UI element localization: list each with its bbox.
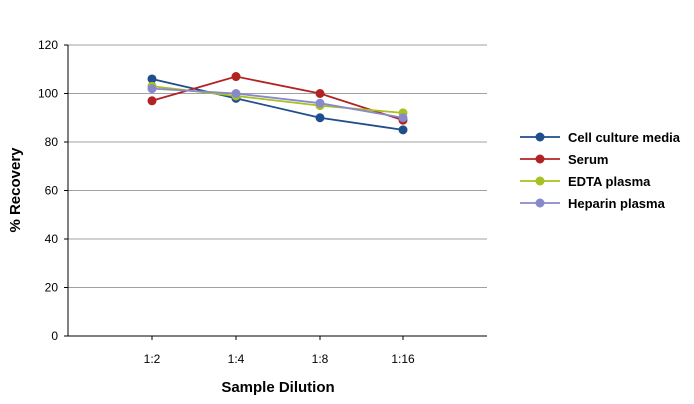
y-tick-labels: 0 20 40 60 80 100 120 <box>38 38 58 343</box>
y-tick-label: 80 <box>45 135 59 149</box>
legend-swatch-marker <box>535 132 545 142</box>
series-line <box>151 75 404 122</box>
y-tick-label: 100 <box>38 87 58 101</box>
data-point <box>147 74 157 84</box>
legend-item: EDTA plasma <box>520 174 651 189</box>
data-point <box>147 84 157 94</box>
legend-label: Heparin plasma <box>568 196 666 211</box>
legend-swatch-marker <box>535 176 545 186</box>
data-point <box>231 72 241 82</box>
x-tick-label: 1:8 <box>312 352 329 366</box>
series-line <box>151 78 404 131</box>
legend-label: EDTA plasma <box>568 174 651 189</box>
data-point <box>398 125 408 135</box>
series-line <box>151 87 404 119</box>
legend-item: Cell culture media <box>520 130 681 145</box>
data-point <box>315 113 325 123</box>
y-tick-label: 20 <box>45 281 59 295</box>
x-tick-label: 1:16 <box>391 352 415 366</box>
data-point <box>315 89 325 98</box>
data-point <box>398 113 408 123</box>
axes <box>64 44 487 340</box>
series-0 <box>147 74 408 135</box>
data-point <box>147 96 157 106</box>
legend-item: Heparin plasma <box>520 196 666 211</box>
x-tick-labels: 1:2 1:4 1:8 1:16 <box>144 352 415 366</box>
legend-label: Cell culture media <box>568 130 681 145</box>
legend-swatch-marker <box>535 154 545 164</box>
series <box>147 72 408 135</box>
legend-swatch-marker <box>535 198 545 208</box>
x-tick-label: 1:4 <box>228 352 245 366</box>
legend: Cell culture media Serum EDTA plasma Hepari… <box>520 130 681 211</box>
y-tick-label: 60 <box>45 184 59 198</box>
y-axis-title: % Recovery <box>7 147 24 233</box>
x-axis-title: Sample Dilution <box>221 379 334 396</box>
y-tick-label: 120 <box>38 38 58 52</box>
data-point <box>315 98 325 108</box>
y-tick-label: 40 <box>45 232 59 246</box>
series-3 <box>147 84 408 123</box>
gridlines <box>68 44 487 288</box>
data-point <box>231 89 241 98</box>
legend-label: Serum <box>568 152 608 167</box>
y-tick-label: 0 <box>51 329 58 343</box>
legend-item: Serum <box>520 152 608 167</box>
x-tick-label: 1:2 <box>144 352 161 366</box>
